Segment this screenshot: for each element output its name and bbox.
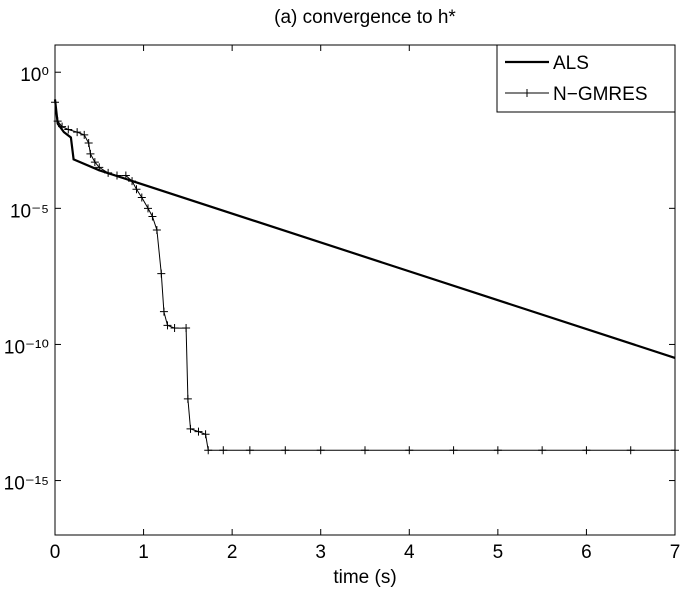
marker bbox=[405, 446, 414, 455]
y-tick-label: 10⁻¹⁵ bbox=[4, 474, 49, 495]
x-tick-label: 6 bbox=[581, 542, 592, 563]
legend-label: ALS bbox=[553, 53, 589, 74]
x-tick-label: 4 bbox=[404, 542, 415, 563]
chart-title: (a) convergence to h* bbox=[274, 7, 456, 28]
x-axis-label: time (s) bbox=[333, 567, 396, 588]
x-tick-label: 3 bbox=[315, 542, 326, 563]
x-tick-label: 0 bbox=[50, 542, 61, 563]
marker bbox=[64, 125, 73, 134]
marker bbox=[449, 446, 458, 455]
marker bbox=[58, 122, 67, 131]
plot-frame bbox=[54, 44, 676, 536]
marker bbox=[80, 130, 89, 139]
marker bbox=[204, 446, 213, 455]
x-tick-label: 5 bbox=[493, 542, 504, 563]
marker bbox=[626, 446, 635, 455]
y-tick-label: 10⁻⁵ bbox=[10, 201, 49, 222]
marker bbox=[361, 446, 369, 455]
marker bbox=[183, 394, 192, 403]
marker bbox=[84, 139, 93, 148]
y-tick-label: 10⁰ bbox=[20, 65, 49, 86]
marker bbox=[104, 168, 113, 177]
marker bbox=[137, 193, 146, 202]
marker bbox=[113, 171, 121, 180]
y-tick-label: 10⁻¹⁰ bbox=[4, 337, 49, 358]
marker bbox=[157, 269, 166, 278]
marker bbox=[182, 324, 191, 333]
x-tick-label: 1 bbox=[138, 542, 149, 563]
marker bbox=[316, 446, 325, 455]
marker bbox=[493, 446, 502, 455]
marker bbox=[90, 158, 99, 167]
marker bbox=[163, 321, 172, 330]
marker bbox=[95, 163, 104, 172]
marker bbox=[201, 430, 210, 439]
x-tick-label: 2 bbox=[227, 542, 238, 563]
marker bbox=[53, 117, 62, 126]
marker bbox=[245, 446, 254, 455]
marker bbox=[671, 446, 679, 455]
x-tick-label: 7 bbox=[670, 542, 681, 563]
marker bbox=[148, 212, 157, 221]
marker bbox=[194, 427, 203, 436]
marker bbox=[132, 185, 141, 194]
marker bbox=[159, 307, 168, 316]
marker bbox=[186, 424, 195, 433]
marker bbox=[281, 446, 290, 455]
marker bbox=[152, 225, 161, 234]
marker bbox=[86, 149, 95, 158]
marker bbox=[170, 324, 179, 333]
legend-box bbox=[496, 44, 676, 113]
marker bbox=[582, 446, 591, 455]
marker bbox=[51, 98, 59, 107]
marker bbox=[219, 446, 228, 455]
legend-marker bbox=[523, 89, 531, 97]
marker bbox=[121, 171, 130, 180]
series-line bbox=[54, 102, 675, 451]
marker bbox=[73, 128, 82, 137]
marker bbox=[538, 446, 547, 455]
series-line bbox=[53, 99, 676, 359]
marker bbox=[128, 177, 137, 186]
legend-label: N−GMRES bbox=[553, 84, 648, 105]
marker bbox=[144, 204, 152, 213]
